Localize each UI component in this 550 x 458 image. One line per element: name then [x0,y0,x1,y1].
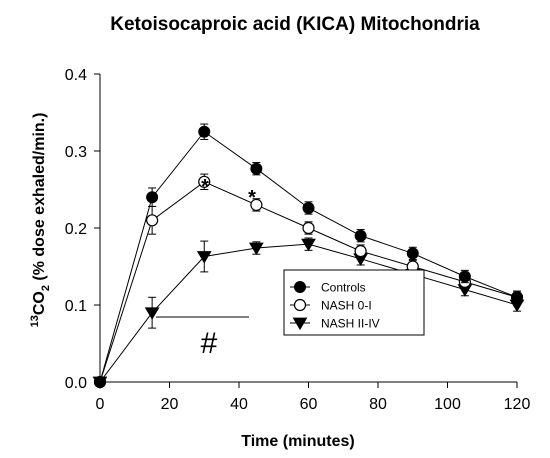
significance-star-2: * [248,187,256,209]
chart-title: Ketoisocaproic acid (KICA) Mitochondria [110,14,480,35]
legend-label: NASH II-IV [321,317,380,331]
significance-hash: # [201,327,218,360]
data-point [249,242,264,256]
x-axis-ticks: 0 20 40 60 80 100 120 [96,382,531,413]
data-point [354,245,367,258]
y-axis-ticks: 0.0 0.1 0.2 0.3 0.4 [65,67,100,392]
y-tick-label: 0.2 [65,221,87,238]
data-point [302,201,315,214]
data-point [458,270,471,283]
x-tick-label: 100 [434,396,461,413]
y-tick-label: 0.3 [65,144,87,161]
data-point [354,229,367,242]
x-axis-label: Time (minutes) [241,433,355,450]
y-tick-label: 0.1 [65,298,87,315]
series-line [99,131,518,383]
x-tick-label: 60 [300,396,318,413]
y-axis-label-rest: (% dose exhaled/min.) [31,113,48,285]
data-point [511,291,523,304]
legend: Controls NASH 0-I NASH II-IV [283,269,425,336]
x-tick-label: 40 [230,396,248,413]
x-tick-label: 120 [504,396,531,413]
legend-label: NASH 0-I [321,299,372,313]
y-tick-label: 0.4 [65,67,87,84]
x-tick-label: 0 [96,396,105,413]
significance-star-1: * [201,176,209,198]
data-point [198,175,211,188]
legend-marker [292,317,308,331]
data-point [146,214,159,227]
annotations: * * # [156,176,256,360]
y-axis-label-sub: 2 [40,285,52,291]
y-axis-label-main: CO [31,291,48,315]
data-point [196,251,212,264]
y-tick-label: 0.0 [65,375,87,392]
data-point [250,162,263,175]
x-tick-label: 80 [369,396,387,413]
data-point [144,307,160,320]
data-point [302,221,315,235]
data-point [301,238,316,252]
x-tick-label: 20 [161,396,179,413]
data-point [406,247,419,260]
series-controls [94,123,523,388]
data-point [146,191,159,204]
y-axis-label: 13CO2 (% dose exhaled/min.) [29,113,52,328]
legend-marker [293,298,307,312]
y-axis-label-super: 13 [29,315,41,327]
legend-marker [294,281,306,293]
data-point [198,125,211,138]
data-point [94,376,106,388]
series-group [92,123,525,390]
data-point [250,198,263,211]
legend-box [283,269,425,336]
legend-label: Controls [321,281,366,295]
